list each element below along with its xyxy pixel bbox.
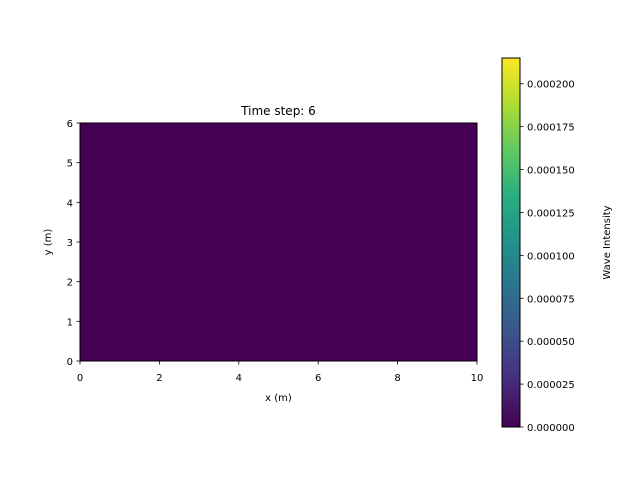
y-tick-label: 0	[67, 357, 73, 368]
colorbar-tick-label: 0.000050	[527, 337, 575, 348]
y-tick-label: 3	[67, 238, 73, 249]
y-tick-label: 1	[67, 317, 73, 328]
y-tick-label: 4	[67, 198, 73, 209]
colorbar-tick-label: 0.000125	[527, 208, 575, 219]
wave-intensity-field	[80, 123, 477, 361]
colorbar-frame	[501, 57, 521, 428]
colorbar-ticks: 0.000000 0.000025 0.000050 0.000075 0.000100…	[520, 80, 575, 434]
colorbar-tick-label: 0.000100	[527, 251, 575, 262]
y-axis-ticks: 0 1 2 3 4 5 6	[67, 119, 80, 368]
colorbar-tick-label: 0.000075	[527, 294, 575, 305]
x-tick-label: 10	[471, 373, 484, 384]
colorbar-tick-label: 0.000175	[527, 123, 575, 134]
heatmap-plot: 0 2 4 6 8 10 0 1 2 3 4 5 6 Time step: 6 x (m) y (m)	[43, 104, 483, 404]
x-tick-label: 2	[156, 373, 162, 384]
colorbar-label: Wave Intensity	[602, 205, 613, 279]
y-tick-label: 2	[67, 278, 73, 289]
colorbar-gradient	[502, 58, 520, 427]
x-tick-label: 6	[315, 373, 321, 384]
chart-title: Time step: 6	[240, 104, 316, 118]
y-axis-label: y (m)	[43, 229, 54, 256]
y-tick-label: 6	[67, 119, 73, 130]
colorbar-tick-label: 0.000000	[527, 423, 575, 434]
x-tick-label: 4	[236, 373, 242, 384]
colorbar-tick-label: 0.000150	[527, 166, 575, 177]
x-axis-ticks: 0 2 4 6 8 10	[77, 361, 484, 384]
colorbar-tick-label: 0.000200	[527, 80, 575, 91]
colorbar: 0.000000 0.000025 0.000050 0.000075 0.000100…	[501, 57, 613, 434]
x-tick-label: 0	[77, 373, 83, 384]
x-axis-label: x (m)	[265, 393, 292, 404]
colorbar-tick-label: 0.000025	[527, 380, 575, 391]
y-tick-label: 5	[67, 159, 73, 170]
x-tick-label: 8	[394, 373, 400, 384]
